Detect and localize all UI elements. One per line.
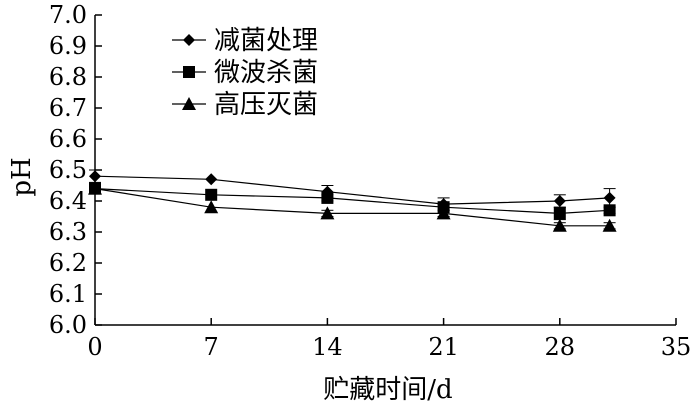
legend-marker-triangle	[182, 97, 196, 110]
y-tick-label: 6.5	[49, 156, 87, 184]
x-axis-ticks: 0 7 14 21 28 35	[87, 318, 690, 361]
x-tick-label: 14	[312, 333, 343, 361]
y-tick-label: 7.0	[49, 1, 87, 29]
data-point-square	[321, 191, 334, 204]
series-line-square	[94, 188, 610, 215]
data-markers	[88, 170, 617, 232]
data-point-triangle	[552, 218, 567, 232]
legend-label: 减菌处理	[214, 26, 318, 56]
x-tick-label: 7	[204, 333, 219, 361]
y-tick-label: 6.4	[49, 187, 87, 215]
legend-marker-square	[183, 66, 195, 78]
legend-label: 微波杀菌	[214, 58, 318, 88]
data-point-triangle	[436, 206, 451, 220]
data-point-triangle	[602, 218, 617, 232]
x-tick-label: 0	[87, 333, 102, 361]
x-tick-label: 28	[545, 333, 576, 361]
y-tick-label: 6.9	[49, 32, 87, 60]
y-tick-label: 6.2	[49, 249, 87, 277]
axes	[94, 15, 676, 326]
y-axis-title: pH	[7, 157, 37, 196]
data-point-diamond	[553, 195, 566, 207]
data-point-triangle	[320, 206, 335, 220]
data-point-square	[603, 204, 616, 217]
series-lines	[94, 175, 610, 227]
data-point-triangle	[204, 200, 219, 214]
y-tick-label: 6.1	[49, 280, 87, 308]
data-point-diamond	[205, 173, 218, 186]
y-tick-label: 6.8	[49, 63, 87, 91]
data-point-square	[205, 188, 218, 201]
y-tick-label: 6.6	[49, 125, 87, 153]
y-axis-ticks: 6.0 6.1 6.2 6.3 6.4 6.5 6.6 6.7 6.8 6.9 7.0	[49, 1, 102, 339]
x-tick-label: 21	[428, 333, 459, 361]
series-line-triangle	[94, 188, 610, 227]
legend-marker-diamond	[183, 34, 195, 46]
y-tick-label: 6.3	[49, 218, 87, 246]
x-axis-title: 贮藏时间/d	[323, 375, 452, 405]
data-point-diamond	[89, 170, 101, 183]
legend-label: 高压灭菌	[214, 90, 318, 120]
data-point-diamond	[603, 191, 616, 204]
data-point-triangle	[88, 181, 102, 195]
y-tick-label: 6.0	[49, 311, 87, 339]
y-tick-label: 6.7	[49, 94, 87, 122]
x-tick-label: 35	[661, 333, 690, 361]
series-line-diamond	[94, 175, 610, 205]
data-point-square	[553, 207, 566, 220]
